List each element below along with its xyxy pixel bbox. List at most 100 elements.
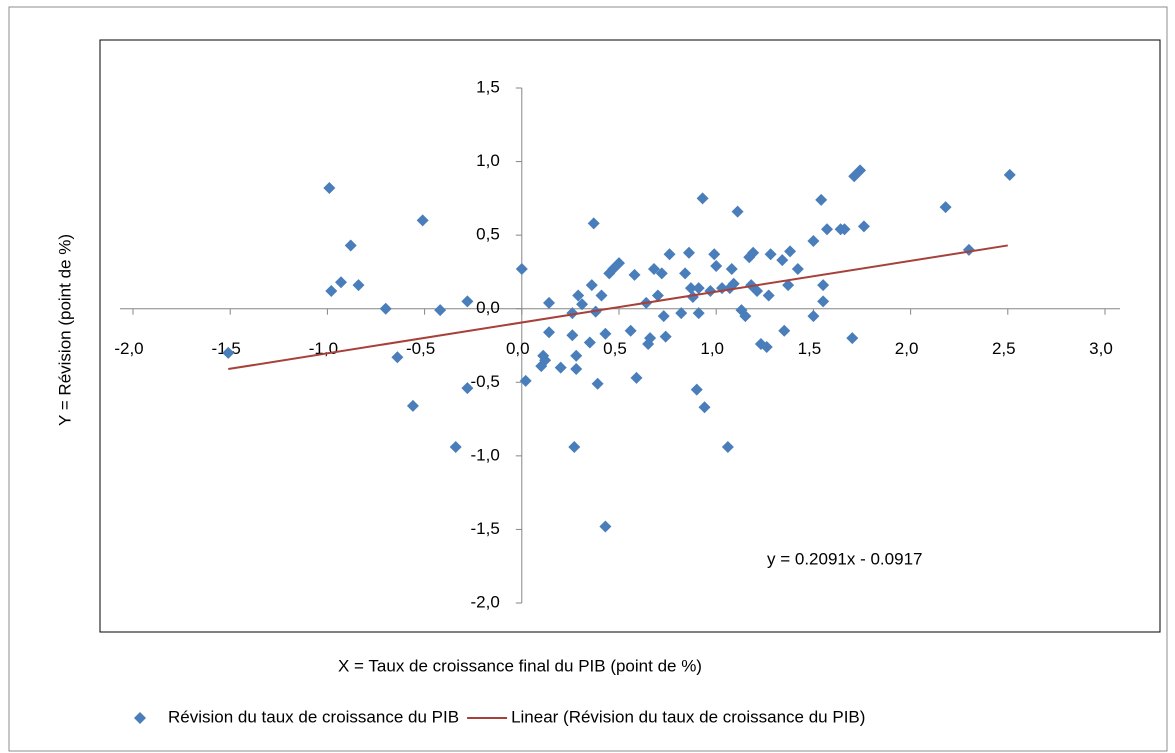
point [791,262,804,275]
y-tick-label: 0,0 [476,298,500,317]
x-tick-label: 3,0 [1089,339,1113,358]
point [760,340,773,353]
point [782,279,795,292]
point [817,295,830,308]
point [595,289,608,302]
x-axis-title: X = Taux de croissance final du PIB (poi… [338,656,702,675]
point [587,217,600,230]
point [817,279,830,292]
point [644,332,657,345]
point [815,193,828,206]
point [379,302,392,315]
y-tick-label: -1,5 [471,519,500,538]
point [739,310,752,323]
point [222,346,235,359]
point [762,289,775,302]
x-tick-label: 0,0 [506,339,530,358]
point [352,279,365,292]
point [721,441,734,454]
point [684,282,697,295]
x-tick-label: 1,0 [700,339,724,358]
point [708,248,721,261]
x-tick-label: 1,5 [798,339,822,358]
point [624,324,637,337]
point [838,223,851,236]
point [572,289,585,302]
point [576,298,589,311]
point [655,267,668,280]
point [659,330,672,343]
point [784,245,797,258]
point [857,220,870,233]
point [630,371,643,384]
legend-label: Révision du taux de croissance du PIB [168,707,459,726]
y-tick-label: -2,0 [471,592,500,611]
point [628,268,641,281]
point [807,310,820,323]
point [696,192,709,205]
point [821,223,834,236]
y-tick-label: 0,5 [476,225,500,244]
point [325,285,338,298]
point [554,361,567,374]
point [461,382,474,395]
point [416,214,429,227]
y-tick-label: -0,5 [471,372,500,391]
point [434,304,447,317]
point [675,307,688,320]
point [449,441,462,454]
legend-marker [134,712,146,724]
point [854,164,867,177]
trend-equation: y = 0.2091x - 0.0917 [767,549,922,568]
point [751,285,764,298]
point [335,276,348,289]
point [764,248,777,261]
point [570,363,583,376]
point [846,332,859,345]
x-tick-label: 2,0 [895,339,919,358]
point [647,262,660,275]
y-tick-label: 1,0 [476,151,500,170]
point [725,262,738,275]
point [743,251,756,264]
point [747,246,760,259]
point [710,260,723,273]
trend-line [228,244,1008,371]
point [543,326,556,339]
point [391,351,404,364]
point [679,267,692,280]
point [519,374,532,387]
point [599,327,612,340]
point [731,205,744,218]
point [323,182,336,195]
x-tick-label: -0,5 [406,339,435,358]
x-tick-label: 2,5 [992,339,1016,358]
point [692,282,705,295]
point [344,239,357,252]
point [663,248,676,261]
point [807,235,820,248]
point [406,399,419,412]
point [776,254,789,267]
y-axis-title: Y = Révision (point de %) [55,234,74,426]
point [599,520,612,533]
point [566,329,579,342]
point [461,295,474,308]
point [585,279,598,292]
point [651,289,664,302]
point [690,383,703,396]
point [682,246,695,259]
point [543,296,556,309]
x-tick-label: 0,5 [603,339,627,358]
point [539,354,552,367]
y-tick-label: -1,0 [471,445,500,464]
legend: Révision du taux de croissance du PIB Lin… [134,707,865,726]
point [568,441,581,454]
point [583,336,596,349]
y-tick-label: 1,5 [476,77,500,96]
point [515,262,528,275]
point [613,257,625,270]
x-tick-label: -2,0 [114,339,143,358]
legend-label: Linear (Révision du taux de croissance d… [511,707,865,726]
